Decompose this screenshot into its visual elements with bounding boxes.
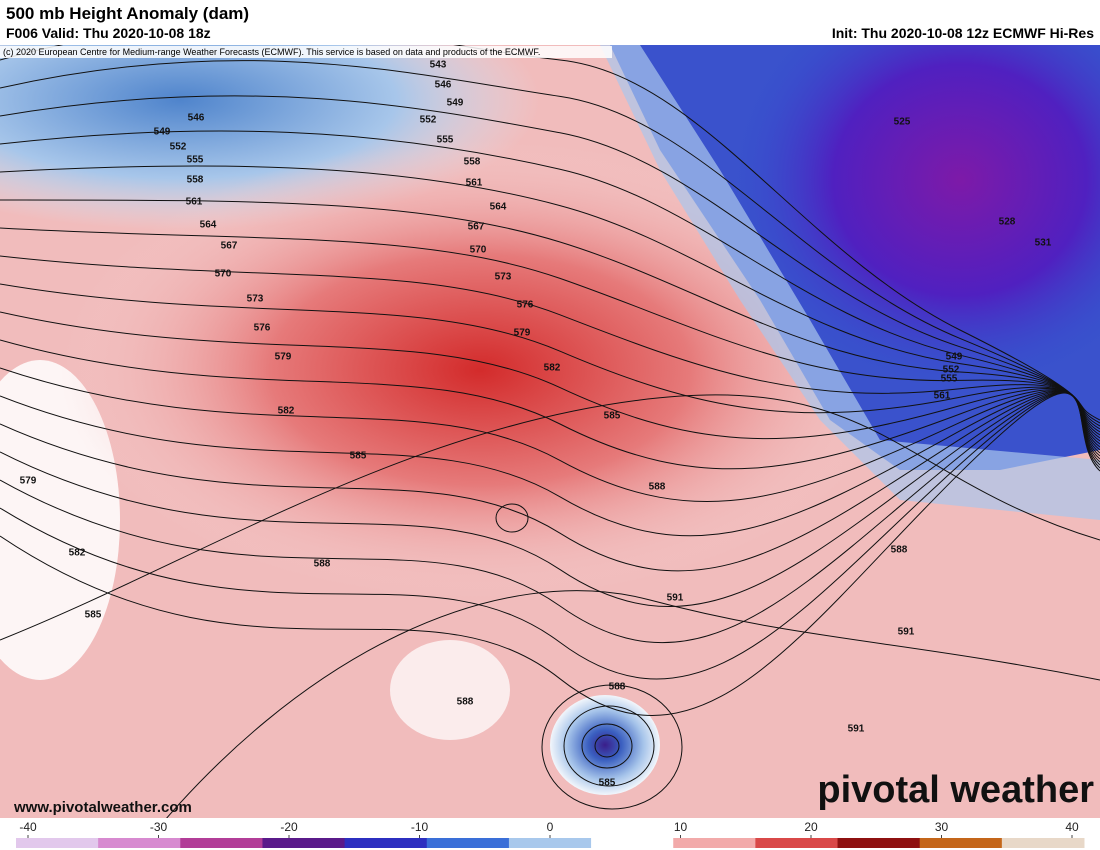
contour-label: 570 bbox=[470, 245, 487, 256]
contour-label: 585 bbox=[350, 451, 367, 462]
url: www.pivotalweather.com bbox=[13, 799, 192, 816]
contour-label: 552 bbox=[170, 142, 187, 153]
contour-label: 588 bbox=[891, 545, 908, 556]
contour-label: 558 bbox=[464, 157, 481, 168]
contour-label: 546 bbox=[188, 113, 205, 124]
contour-label: 582 bbox=[69, 548, 86, 559]
header-bg bbox=[0, 0, 1100, 45]
contour-label: 549 bbox=[946, 352, 963, 363]
contour-label: 591 bbox=[848, 724, 865, 735]
contour-line bbox=[563, 705, 655, 787]
colorbar-swatch bbox=[262, 838, 346, 848]
colorbar-swatch bbox=[344, 838, 428, 848]
colorbar-swatch bbox=[98, 838, 181, 848]
colorbar-swatch bbox=[919, 838, 1003, 848]
valid-time: F006 Valid: Thu 2020-10-08 18z bbox=[6, 25, 211, 41]
colorbar-tick-label: -10 bbox=[411, 820, 429, 834]
contour-line bbox=[495, 503, 529, 533]
colorbar-swatch bbox=[508, 838, 592, 848]
contour-label: 576 bbox=[517, 300, 534, 311]
contour-label: 561 bbox=[934, 391, 951, 402]
colorbar-swatch bbox=[180, 838, 263, 848]
contour-label: 588 bbox=[649, 482, 666, 493]
contour-label: 591 bbox=[898, 627, 915, 638]
contour-line bbox=[0, 392, 1100, 716]
contour-label: 564 bbox=[490, 202, 507, 213]
contour-label: 546 bbox=[435, 80, 452, 91]
contour-label: 573 bbox=[247, 294, 264, 305]
contour-label: 552 bbox=[420, 115, 437, 126]
colorbar: -40 -30 -20 -10 0 10 20 30 40 bbox=[16, 820, 1085, 848]
contour-label: 555 bbox=[187, 155, 204, 166]
contour-label: 549 bbox=[447, 98, 464, 109]
contour-label: 591 bbox=[667, 593, 684, 604]
contour-label: 561 bbox=[466, 178, 483, 189]
contour-label: 525 bbox=[894, 117, 911, 128]
contour-label: 552 bbox=[943, 365, 960, 376]
colorbar-tick-label: 10 bbox=[674, 820, 688, 834]
contour-label: 573 bbox=[495, 272, 512, 283]
colorbar-tick-label: 30 bbox=[935, 820, 949, 834]
contour-label: 582 bbox=[278, 406, 295, 417]
contour-label: 570 bbox=[215, 269, 232, 280]
colorbar-swatch bbox=[16, 838, 99, 848]
init-time: Init: Thu 2020-10-08 12z ECMWF Hi-Res bbox=[832, 25, 1094, 41]
contour-label: 579 bbox=[275, 352, 292, 363]
contour-label: 576 bbox=[254, 323, 271, 334]
contour-label: 561 bbox=[186, 197, 203, 208]
contour-line bbox=[594, 734, 620, 758]
contour-label: 588 bbox=[314, 559, 331, 570]
contour-label: 582 bbox=[544, 363, 561, 374]
contour-label: 528 bbox=[999, 217, 1016, 228]
brand: pivotal weather bbox=[817, 769, 1094, 811]
colorbar-tick-label: 40 bbox=[1065, 820, 1079, 834]
contour-label: 543 bbox=[430, 60, 447, 71]
colorbar-swatch bbox=[837, 838, 921, 848]
copyright-bg bbox=[0, 46, 612, 58]
contour-line bbox=[581, 723, 633, 769]
colorbar-swatch bbox=[591, 838, 674, 848]
contour-line bbox=[139, 590, 1100, 850]
contour-label: 564 bbox=[200, 220, 217, 231]
contour-label: 555 bbox=[941, 374, 958, 385]
colorbar-tick-label: 0 bbox=[547, 820, 554, 834]
colorbar-swatch bbox=[426, 838, 510, 848]
contours bbox=[0, 24, 1100, 850]
contour-label: 579 bbox=[20, 476, 37, 487]
contour-label: 555 bbox=[437, 135, 454, 146]
contour-label: 585 bbox=[85, 610, 102, 621]
contour-label: 579 bbox=[514, 328, 531, 339]
contour-line bbox=[0, 394, 1100, 641]
contour-labels: 5435465495525555585615645675705735765795… bbox=[20, 60, 1052, 789]
contour-label: 588 bbox=[457, 697, 474, 708]
contour-label: 567 bbox=[221, 241, 238, 252]
contour-label: 585 bbox=[604, 411, 621, 422]
contour-label: 558 bbox=[187, 175, 204, 186]
title: 500 mb Height Anomaly (dam) bbox=[6, 4, 249, 23]
colorbar-tick-label: -20 bbox=[280, 820, 298, 834]
colorbar-swatch bbox=[1001, 838, 1085, 848]
shading bbox=[0, 0, 1100, 818]
colorbar-tick-label: -40 bbox=[19, 820, 37, 834]
contour-label: 549 bbox=[154, 127, 171, 138]
colorbar-swatch bbox=[755, 838, 839, 848]
contour-label: 585 bbox=[599, 778, 616, 789]
contour-label: 567 bbox=[468, 222, 485, 233]
contour-label: 531 bbox=[1035, 238, 1052, 249]
contour-label: 588 bbox=[609, 682, 626, 693]
colorbar-swatch bbox=[673, 838, 756, 848]
colorbar-tick-label: 20 bbox=[804, 820, 818, 834]
copyright: (c) 2020 European Centre for Medium-rang… bbox=[3, 47, 540, 57]
colorbar-tick-label: -30 bbox=[150, 820, 168, 834]
contour-line bbox=[541, 684, 683, 810]
